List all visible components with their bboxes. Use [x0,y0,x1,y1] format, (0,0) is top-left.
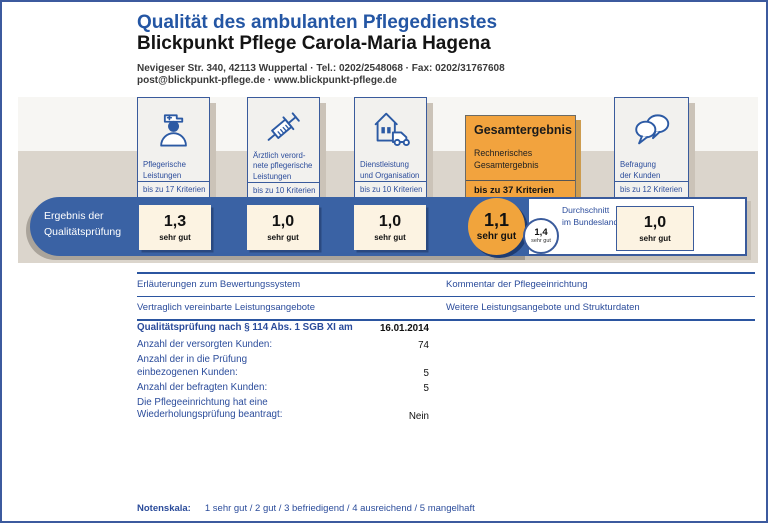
state-average-label: Durchschnitt im Bundesland [562,205,619,228]
provider-address: Nevigeser Str. 340, 42113 Wuppertal · Te… [137,63,505,74]
detail-value: 16.01.2014 [379,323,429,335]
link-kommentar-pflegeeinrichtung[interactable]: Kommentar der Pflegeeinrichtung [446,279,588,290]
state-average-value: 1,4 [534,226,548,238]
link-row: Vertraglich vereinbarte Leistungsangebot… [137,296,755,319]
category-criteria: bis zu 10 Kriterien [355,181,426,197]
score-grade: sehr gut [639,234,671,243]
house-truck-icon [355,98,426,157]
category-criteria: bis zu 12 Kriterien [615,181,688,197]
grade-scale-values: 1 sehr gut / 2 gut / 3 befriedigend / 4 … [204,503,475,514]
category-label: Pflegerische Leistungen [143,160,186,180]
category-card-gesamtergebnis: Gesamtergebnis Rechnerisches Gesamtergeb… [465,115,576,200]
detail-row-versorgte-kunden: Anzahl der versorgten Kunden: 74 [137,339,429,351]
syringe-icon [248,98,319,148]
link-row: Erläuterungen zum Bewertungssystem Komme… [137,274,755,296]
provider-name: Blickpunkt Pflege Carola-Maria Hagena [137,33,491,54]
score-value: 1,0 [378,213,402,230]
detail-label: Qualitätsprüfung nach § 114 Abs. 1 SGB X… [137,322,353,333]
detail-label: Die Pflegeeinrichtung hat eine Wiederhol… [137,397,283,421]
category-label: Ärztlich verord- nete pflegerische Leist… [253,151,313,181]
total-score-value: 1,1 [483,210,510,230]
link-erlaeuterungen-bewertungssystem[interactable]: Erläuterungen zum Bewertungssystem [137,279,301,290]
score-box-aerztlich-verordnete-leistungen: 1,0 sehr gut [247,205,319,250]
detail-value: 5 [423,383,429,395]
category-criteria: bis zu 17 Kriterien [138,181,209,197]
detail-row-wiederholungspruefung: Die Pflegeeinrichtung hat eine Wiederhol… [137,397,429,421]
link-vertragliche-leistungsangebote[interactable]: Vertraglich vereinbarte Leistungsangebot… [137,302,315,313]
score-box-pflegerische-leistungen: 1,3 sehr gut [139,205,211,250]
score-value: 1,0 [271,213,295,230]
category-card-befragung-der-kunden: Befragung der Kunden bis zu 12 Kriterien [614,97,689,198]
score-value: 1,3 [163,213,187,230]
category-criteria: bis zu 37 Kriterien [466,180,575,199]
category-criteria: bis zu 10 Kriterien [248,181,319,198]
link-weitere-leistungsangebote[interactable]: Weitere Leistungsangebote und Strukturda… [446,302,640,313]
detail-row-einbezogene-kunden: Anzahl der in die Prüfung einbezogenen K… [137,354,429,378]
ribbon-label: Ergebnis der Qualitätsprüfung [44,210,122,238]
detail-label: Anzahl der befragten Kunden: [137,381,268,393]
total-score-grade: sehr gut [476,231,517,242]
report-links: Erläuterungen zum Bewertungssystem Komme… [137,272,755,321]
speech-bubbles-icon [615,98,688,157]
detail-label: Anzahl der versorgten Kunden: [137,339,273,351]
score-grade: sehr gut [267,233,299,242]
detail-value: 5 [423,367,429,379]
detail-value: 74 [418,340,429,352]
score-value: 1,0 [643,214,667,231]
category-card-dienstleistung-organisation: Dienstleistung und Organisation bis zu 1… [354,97,427,198]
score-box-dienstleistung-organisation: 1,0 sehr gut [354,205,426,250]
grade-scale-footer: Notenskala: 1 sehr gut / 2 gut / 3 befri… [137,503,475,514]
category-label: Rechnerisches Gesamtergebnis [474,148,539,170]
page-title: Qualität des ambulanten Pflegedienstes [137,12,498,33]
detail-row-pruefung-datum: Qualitätsprüfung nach § 114 Abs. 1 SGB X… [137,322,429,334]
detail-value: Nein [408,410,429,422]
category-label: Befragung der Kunden [620,160,661,180]
state-average-grade: sehr gut [531,238,551,245]
category-label: Dienstleistung und Organisation [360,160,420,180]
total-score-circle: 1,1 sehr gut [468,198,525,255]
category-card-pflegerische-leistungen: Pflegerische Leistungen bis zu 17 Kriter… [137,97,210,198]
score-grade: sehr gut [159,233,191,242]
inspection-details: Qualitätsprüfung nach § 114 Abs. 1 SGB X… [137,322,429,425]
provider-contact: post@blickpunkt-pflege.de · www.blickpun… [137,75,397,86]
score-box-befragung-der-kunden: 1,0 sehr gut [616,206,694,251]
detail-row-befragte-kunden: Anzahl der befragten Kunden: 5 [137,382,429,394]
gesamtergebnis-title: Gesamtergebnis [474,123,572,137]
state-average-circle: 1,4 sehr gut [523,218,559,254]
nurse-icon [138,98,209,157]
grade-scale-label: Notenskala: [137,503,191,514]
detail-label: Anzahl der in die Prüfung einbezogenen K… [137,354,248,378]
category-card-aerztlich-verordnete-leistungen: Ärztlich verord- nete pflegerische Leist… [247,97,320,198]
score-grade: sehr gut [374,233,406,242]
